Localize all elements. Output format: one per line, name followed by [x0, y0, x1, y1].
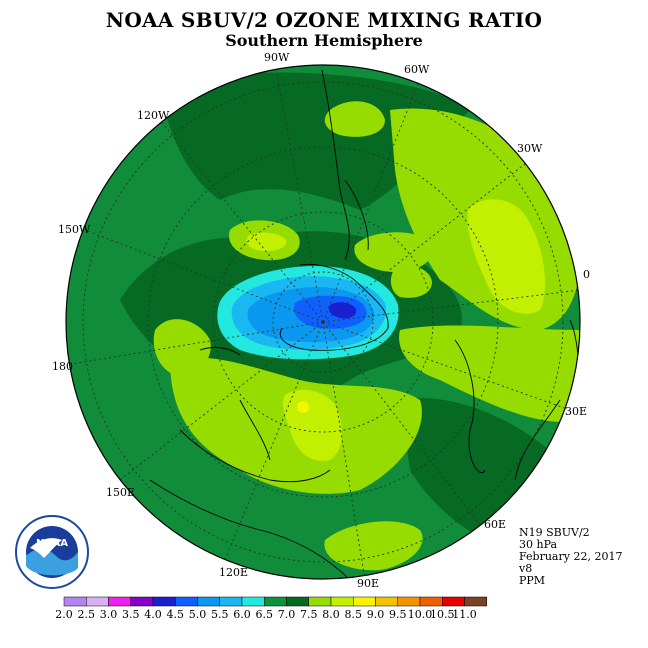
colorbar-tick-label: 5.0: [189, 608, 207, 621]
colorbar-tick-label: 4.5: [167, 608, 185, 621]
page-subtitle: Southern Hemisphere: [225, 31, 423, 50]
info-block: N19 SBUV/2 30 hPa February 22, 2017 v8 P…: [519, 527, 622, 587]
colorbar: 2.0 2.5 3.0 3.5 4.0 4.5 5.0 5.5 6.0 6.5 7.0 7.5 8.0 8…: [55, 596, 487, 621]
lon-label-120e: 120E: [219, 566, 249, 579]
light-green-bottom-blob: [324, 521, 423, 571]
page-title: NOAA SBUV/2 OZONE MIXING RATIO: [105, 8, 543, 32]
lon-label-180: 180: [52, 360, 73, 373]
ozone-low-navy: [328, 302, 357, 319]
colorbar-swatch: [152, 596, 176, 607]
colorbar-swatch: [63, 596, 87, 607]
colorbar-swatch: [442, 596, 465, 607]
yellow-green-northwest-core: [246, 232, 287, 252]
map-disk-outline: [65, 64, 581, 580]
colorbar-tick-label: 6.5: [256, 608, 274, 621]
info-version: v8: [519, 562, 533, 575]
colorbar-swatch: [286, 596, 309, 607]
polar-map: [66, 65, 580, 579]
colorbar-tick-label: 11.0: [452, 608, 477, 621]
light-green-west-blob: [153, 319, 211, 376]
lon-label-150e: 150E: [106, 486, 136, 499]
light-green-north-blob: [324, 101, 385, 137]
noaa-logo-wave: [26, 549, 78, 576]
colorbar-swatch: [130, 596, 154, 607]
colorbar-tick-label: 8.5: [345, 608, 363, 621]
colorbar-swatch: [197, 596, 220, 607]
colorbar-swatch: [86, 596, 109, 607]
colorbar-tick-label: 8.0: [322, 608, 340, 621]
lon-label-90e: 90E: [357, 577, 380, 590]
colorbar-swatch: [464, 596, 487, 607]
colorbar-swatch: [419, 596, 443, 607]
colorbar-tick-label: 7.0: [278, 608, 296, 621]
lon-label-30w: 30W: [517, 142, 543, 155]
colorbar-tick-label: 4.0: [144, 608, 162, 621]
lon-label-150w: 150W: [58, 223, 91, 236]
yellow-core: [297, 401, 309, 413]
colorbar-swatch: [219, 596, 243, 607]
noaa-logo-bird: [30, 538, 62, 558]
lon-label-30e: 30E: [565, 405, 588, 418]
colorbar-swatch: [241, 596, 265, 607]
colorbar-tick-label: 2.0: [55, 608, 73, 621]
graticule: [66, 65, 580, 579]
lon-label-0: 0: [583, 268, 590, 281]
info-units: PPM: [519, 574, 546, 587]
colorbar-swatch: [330, 596, 354, 607]
noaa-logo-text: NOAA: [36, 538, 68, 549]
colorbar-tick-label: 10.5: [430, 608, 455, 621]
colorbar-tick-label: 3.0: [100, 608, 118, 621]
colorbar-tick-label: 7.5: [300, 608, 318, 621]
colorbar-swatch: [108, 596, 131, 607]
lon-label-90w: 90W: [264, 51, 290, 64]
colorbar-tick-label: 9.0: [367, 608, 385, 621]
colorbar-swatch: [264, 596, 287, 607]
lon-label-120w: 120W: [137, 109, 170, 122]
colorbar-tick-label: 9.5: [389, 608, 407, 621]
colorbar-swatch: [308, 596, 332, 607]
noaa-logo: NOAA: [15, 515, 89, 589]
colorbar-tick-label: 6.0: [233, 608, 251, 621]
colorbar-tick-label: 2.5: [78, 608, 96, 621]
info-level: 30 hPa: [519, 538, 558, 551]
lon-label-60w: 60W: [404, 63, 430, 76]
colorbar-swatch: [175, 596, 198, 607]
yellow-green-northeast-core: [467, 199, 545, 314]
colorbar-swatch: [397, 596, 421, 607]
dark-band-north: [160, 72, 470, 210]
info-date: February 22, 2017: [519, 550, 623, 563]
lon-label-60e: 60E: [484, 518, 507, 531]
info-satellite: N19 SBUV/2: [519, 526, 590, 539]
colorbar-swatch: [375, 596, 398, 607]
colorbar-tick-label: 10.0: [408, 608, 433, 621]
light-green-east: [399, 325, 580, 422]
colorbar-tick-label: 5.5: [211, 608, 229, 621]
colorbar-swatch: [353, 596, 376, 607]
colorbar-tick-label: 3.5: [122, 608, 140, 621]
light-green-center-north-blob: [354, 232, 434, 273]
